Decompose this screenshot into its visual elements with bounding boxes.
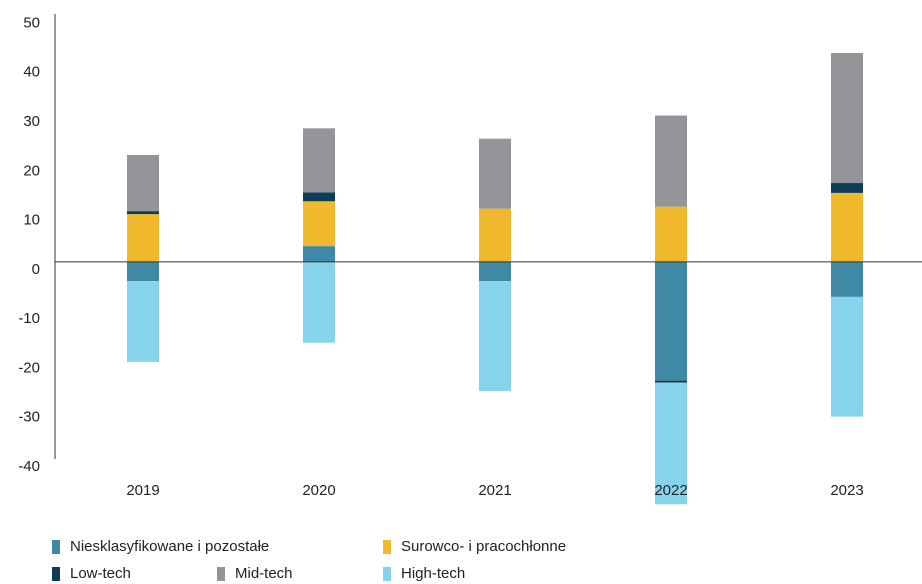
legend-label: Surowco- i pracochłonne (401, 538, 566, 555)
bar-segment (303, 192, 335, 202)
legend-label: Niesklasyfikowane i pozostałe (70, 538, 269, 555)
bar-segment (831, 52, 863, 184)
legend-swatch (383, 567, 391, 581)
y-tick-label: -10 (18, 310, 40, 327)
bar-segment (303, 261, 335, 343)
bar-segment (303, 201, 335, 247)
legend-label: Mid-tech (235, 565, 293, 582)
y-tick-label: -40 (18, 458, 40, 475)
bar-segment (127, 261, 159, 282)
bar-segment (831, 192, 863, 262)
bar-segment (831, 261, 863, 297)
y-tick-label: 20 (23, 162, 40, 179)
legend-label: Low-tech (70, 565, 131, 582)
bar-segment (127, 211, 159, 215)
bar-segment (127, 154, 159, 212)
x-tick-label: 2021 (478, 482, 511, 499)
x-tick-label: 2022 (654, 482, 687, 499)
y-tick-label: 40 (23, 64, 40, 81)
legend-label: High-tech (401, 565, 465, 582)
bar-segment (479, 138, 511, 209)
y-tick-label: 0 (32, 261, 40, 278)
bar-segment (127, 281, 159, 362)
bar-segment (303, 128, 335, 193)
bar-segment (655, 261, 687, 381)
bar-segment (655, 115, 687, 207)
bar-segment (303, 246, 335, 262)
x-tick-label: 2023 (830, 482, 863, 499)
bar-segment (655, 382, 687, 505)
bar-segment (655, 380, 687, 383)
bar-segment (479, 261, 511, 282)
bar-segment (831, 183, 863, 193)
bar-segment (479, 281, 511, 391)
bar-segment (479, 208, 511, 262)
x-tick-label: 2020 (302, 482, 335, 499)
y-tick-label: -20 (18, 359, 40, 376)
legend-swatch (217, 567, 225, 581)
legend-swatch (383, 540, 391, 554)
bar-segment (127, 214, 159, 262)
y-tick-label: -30 (18, 409, 40, 426)
y-tick-label: 30 (23, 113, 40, 130)
bar-segment (655, 206, 687, 262)
y-tick-label: 10 (23, 212, 40, 229)
legend-swatch (52, 567, 60, 581)
bar-segment (831, 296, 863, 417)
y-tick-label: 50 (23, 14, 40, 31)
x-tick-label: 2019 (126, 482, 159, 499)
legend-swatch (52, 540, 60, 554)
